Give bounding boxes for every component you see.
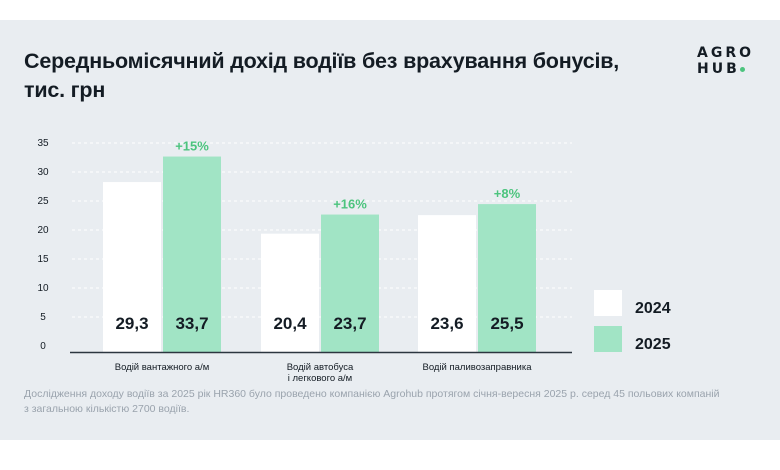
bar-2025-0: [163, 156, 221, 352]
data-label: 23,6: [430, 314, 463, 333]
growth-annotation: +8%: [494, 186, 521, 201]
logo-line-1: AGRO: [697, 45, 755, 61]
footnote: Дослідження доходу водіїв за 2025 рік HR…: [24, 388, 720, 415]
y-tick-label: 20: [37, 225, 49, 236]
bar-2025-1: [321, 214, 379, 352]
data-label: 20,4: [273, 314, 307, 333]
bar-2024-2: [418, 215, 476, 352]
legend-label-2025: 2025: [635, 336, 671, 353]
legend-label-2024: 2024: [635, 300, 671, 317]
logo-line-2: HUB: [697, 61, 740, 77]
growth-annotation: +15%: [175, 139, 209, 154]
category-label: Водій паливозаправника: [422, 362, 532, 373]
agrohub-logo: AGRO HUB: [697, 45, 754, 77]
y-tick-label: 5: [40, 312, 46, 323]
data-label: 33,7: [175, 314, 208, 333]
y-tick-label: 35: [37, 138, 49, 149]
growth-annotation: +16%: [333, 197, 367, 212]
y-tick-label: 30: [37, 167, 49, 178]
category-label: і легкового а/м: [288, 373, 352, 384]
y-tick-label: 15: [37, 254, 49, 265]
data-label: 23,7: [333, 314, 366, 333]
y-tick-label: 10: [37, 283, 49, 294]
bar-2024-1: [261, 233, 319, 352]
data-label: 29,3: [115, 314, 148, 333]
bar-2025-2: [478, 204, 536, 352]
logo-dot-icon: [739, 66, 745, 72]
legend-swatch-2025: [594, 326, 622, 352]
data-label: 25,5: [490, 314, 523, 333]
category-label: Водій вантажного а/м: [115, 362, 210, 373]
category-label: Водій автобуса: [287, 362, 354, 373]
y-tick-label: 0: [40, 341, 46, 352]
chart-title: Середньомісячний дохід водіїв без врахув…: [24, 49, 620, 102]
bar-2024-0: [103, 182, 161, 352]
legend-swatch-2024: [594, 290, 622, 316]
y-tick-label: 25: [37, 196, 49, 207]
